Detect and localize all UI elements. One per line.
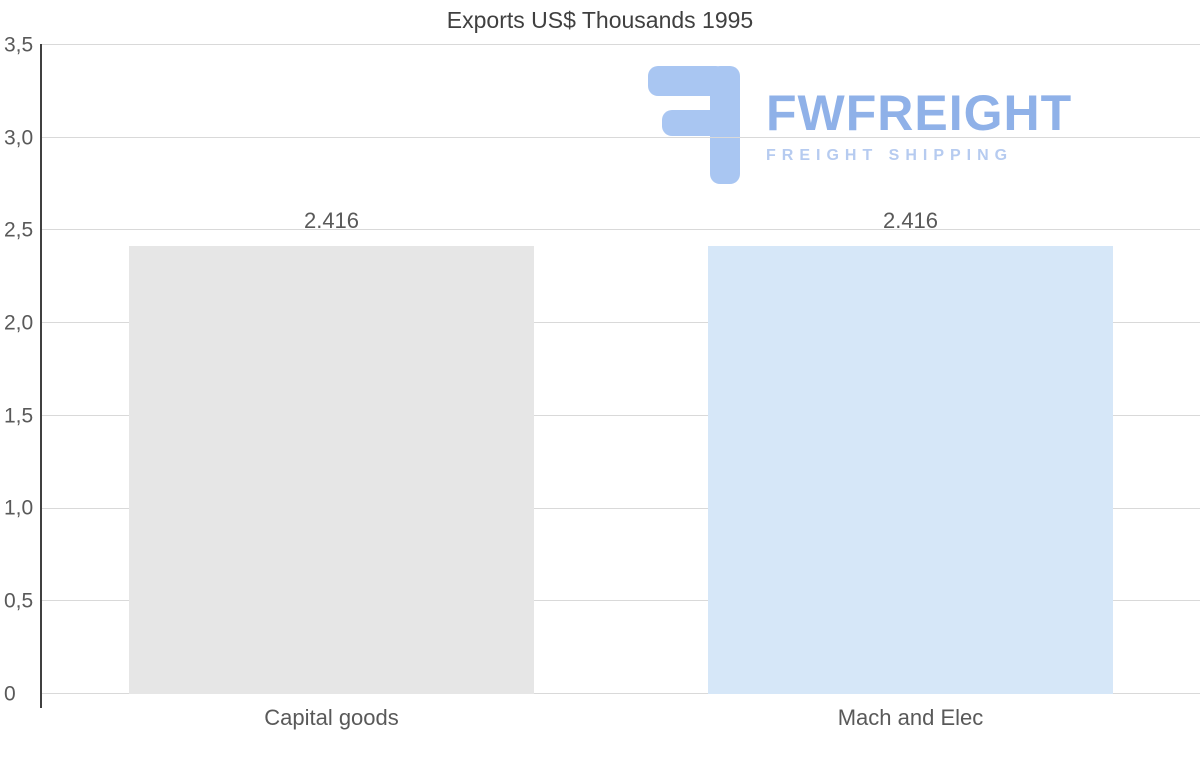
logo-tagline: FREIGHT SHIPPING (766, 147, 1014, 164)
bar-value-label: 2.416 (303, 208, 360, 234)
x-category-label: Capital goods (264, 705, 399, 730)
gridline (42, 44, 1200, 45)
y-tick-label: 1,5 (4, 404, 34, 428)
y-tick-label: 3,0 (4, 126, 34, 150)
gridline (42, 414, 1200, 416)
logo-name: FWFREIGHT (766, 85, 1073, 141)
bar-band: 2.416 (42, 45, 621, 694)
gridline (42, 322, 1200, 324)
gridline (42, 229, 1200, 231)
logo-text-block: FWFREIGHT FREIGHT SHIPPING (766, 66, 1111, 165)
gridline (42, 136, 1200, 138)
bar-value-label: 2.416 (882, 208, 939, 234)
x-category-label: Mach and Elec (837, 705, 984, 730)
y-tick-label: 2,0 (4, 311, 34, 335)
bar-capital-goods (128, 246, 535, 694)
y-tick-label: 1,0 (4, 497, 34, 521)
y-tick-label: 0 (4, 682, 16, 706)
bar-band: 2.416 (621, 45, 1200, 694)
y-axis-line (40, 44, 42, 708)
y-axis-labels: 0 0,5 1,0 1,5 2,0 2,5 3,0 3,5 (0, 33, 38, 705)
plot-area: 2.416 2.416 (42, 44, 1200, 694)
gridline (42, 600, 1200, 602)
y-tick-label: 0,5 (4, 589, 34, 613)
y-tick-label: 3,5 (4, 33, 34, 57)
bar-mach-and-elec (707, 246, 1114, 694)
fwfreight-logo-icon (648, 66, 740, 184)
fwfreight-watermark: FWFREIGHT FREIGHT SHIPPING (648, 66, 1111, 184)
gridline (42, 507, 1200, 509)
y-tick-label: 2,5 (4, 218, 34, 242)
x-axis-labels: Capital goods Mach and Elec (42, 705, 1200, 739)
gridline (42, 693, 1200, 694)
chart-title: Exports US$ Thousands 1995 (446, 7, 754, 33)
